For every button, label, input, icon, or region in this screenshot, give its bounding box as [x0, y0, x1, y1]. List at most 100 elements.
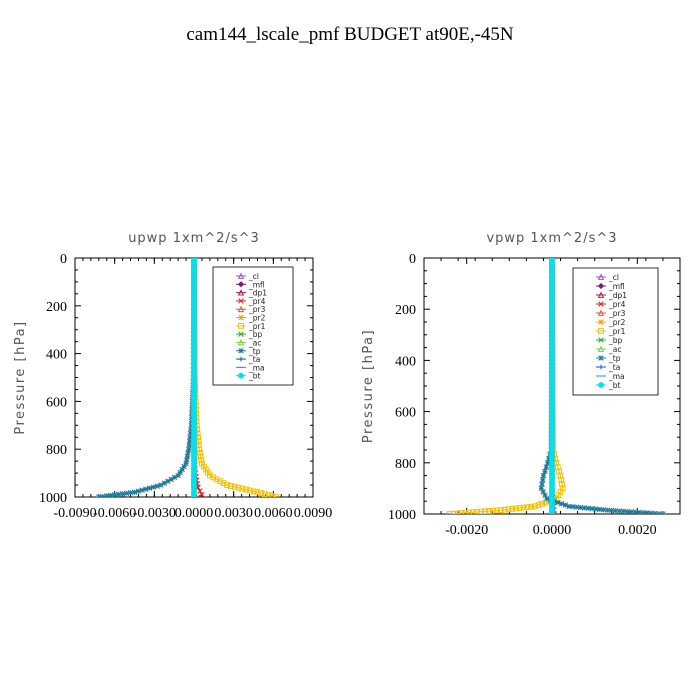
data-point: [556, 468, 563, 475]
data-point: [600, 507, 607, 513]
data-point: [100, 493, 106, 497]
x-tick-label: 0.0090: [294, 506, 333, 521]
data-point: [540, 472, 547, 479]
legend-label: _tp: [248, 347, 261, 356]
data-point: [486, 508, 492, 514]
legend-label: _ma: [608, 372, 625, 381]
x-tick-label: 0.0000: [533, 523, 572, 538]
data-point: [185, 446, 192, 452]
legend-box: [212, 266, 294, 386]
data-point: [644, 510, 650, 514]
legend-label: _bp: [608, 336, 623, 345]
data-point: [184, 453, 191, 460]
series-bt: [549, 258, 555, 514]
legend-label: _pr1: [248, 322, 266, 331]
data-point: [177, 469, 183, 476]
legend-marker: [597, 273, 605, 280]
legend-marker: [598, 337, 604, 343]
data-point: [165, 478, 171, 484]
data-point: [254, 489, 261, 496]
data-point: [652, 510, 658, 514]
legend-marker: [597, 291, 605, 298]
data-point: [227, 483, 234, 489]
data-point: [143, 486, 149, 492]
data-point: [191, 489, 197, 496]
legend-label: _pr3: [248, 305, 266, 314]
data-point: [612, 507, 619, 514]
legend-marker: [598, 319, 604, 325]
data-point: [187, 434, 193, 441]
data-point: [543, 464, 550, 470]
data-point: [562, 502, 569, 508]
data-point: [542, 492, 548, 498]
y-axis-label: Pressure [hPa]: [13, 320, 28, 434]
data-point: [135, 488, 142, 494]
data-point: [446, 511, 453, 514]
data-point: [497, 507, 504, 514]
data-point: [593, 506, 599, 512]
data-point: [566, 503, 572, 510]
data-point: [501, 506, 508, 513]
data-point: [524, 504, 531, 511]
data-point: [585, 505, 592, 511]
legend-label: _pr2: [608, 318, 626, 327]
legend-label: _bp: [248, 330, 263, 339]
legend-label: _pr2: [248, 314, 266, 323]
data-point: [558, 501, 565, 507]
series-pr1: [446, 258, 566, 514]
data-point: [265, 492, 272, 497]
y-axis-label: Pressure [hPa]: [361, 329, 376, 443]
data-point: [269, 493, 276, 497]
data-point: [577, 504, 584, 511]
series-tp: [96, 258, 197, 497]
legend-label: _ta: [248, 355, 260, 364]
legend-label: _bt: [248, 372, 261, 381]
data-point: [186, 442, 192, 448]
legend-marker: [598, 382, 604, 388]
data-point: [478, 508, 485, 514]
data-point: [656, 510, 662, 514]
data-point: [186, 438, 193, 444]
data-point: [597, 506, 603, 513]
data-point: [250, 488, 257, 495]
data-point: [258, 490, 265, 497]
legend: _cl_mfl_dp1_pr4_pr3_pr2_pr1_bp_ac_tp_ta_…: [212, 266, 294, 386]
data-point: [158, 482, 164, 488]
data-point: [199, 491, 205, 497]
legend-marker: [238, 331, 244, 337]
legend-marker: [598, 301, 604, 307]
data-point: [555, 499, 561, 506]
data-point: [660, 511, 666, 514]
legend-marker: [598, 364, 604, 370]
data-point: [198, 457, 205, 463]
legend-box: [572, 267, 659, 396]
data-point: [450, 510, 457, 514]
y-tick-label: 400: [46, 348, 67, 363]
data-point: [454, 510, 461, 514]
data-point: [632, 509, 638, 514]
data-point: [246, 487, 253, 494]
data-point: [181, 463, 187, 470]
legend-marker: [237, 281, 245, 288]
data-point: [261, 491, 268, 497]
legend-marker: [598, 355, 604, 361]
y-tick-label: 600: [395, 406, 416, 421]
data-point: [139, 487, 145, 493]
data-point: [127, 489, 134, 496]
legend-label: _dp1: [248, 289, 267, 298]
data-point: [490, 507, 496, 514]
data-point: [573, 504, 580, 510]
legend-marker: [238, 348, 244, 354]
legend-label: _pr4: [248, 297, 266, 306]
data-point: [640, 509, 646, 514]
data-point: [474, 509, 481, 514]
data-point: [183, 457, 190, 463]
data-point: [466, 509, 473, 514]
vpwp-panel: vpwp 1xm^2/s^3 Pressure [hPa] 0 200 400 600 80…: [361, 231, 681, 538]
data-point: [191, 484, 197, 491]
x-tick-label: 0.0060: [254, 506, 293, 521]
data-point: [509, 505, 516, 512]
data-point: [131, 489, 138, 495]
legend-marker: [237, 289, 245, 296]
y-tick-label: 200: [395, 303, 416, 318]
